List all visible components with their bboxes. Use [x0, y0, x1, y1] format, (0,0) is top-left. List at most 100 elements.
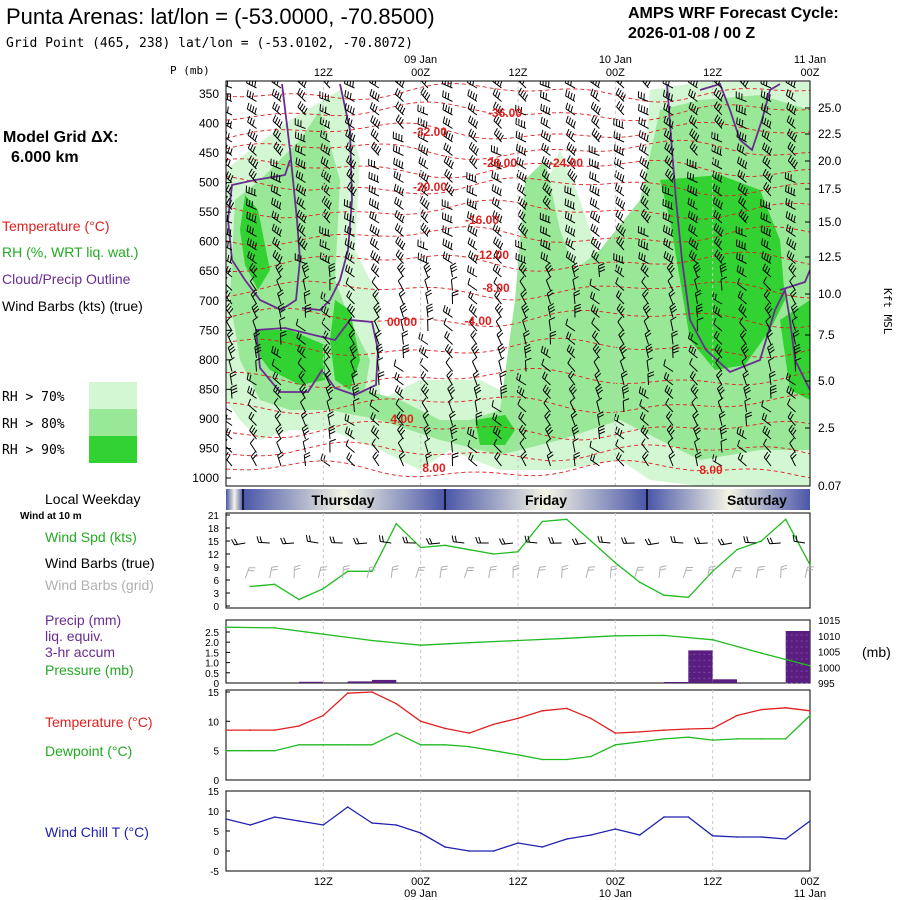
- wind-barb-true: [792, 534, 806, 544]
- cross-section-wind-barb: [520, 451, 527, 467]
- cross-section-wind-barb: [492, 263, 502, 278]
- cross-section-wind-barb: [692, 410, 699, 426]
- cross-section-wind-barb: [595, 383, 604, 399]
- temperature-contour-label: -12.00: [475, 248, 509, 262]
- cross-section-wind-barb: [589, 197, 600, 210]
- pressure-unit-label: (mb): [862, 644, 891, 660]
- cross-section-wind-barb: [226, 407, 233, 413]
- cross-section-wind-barb: [271, 81, 282, 89]
- cross-section-wind-barb: [694, 289, 702, 305]
- cross-section-wind-barb: [589, 440, 600, 453]
- cross-section-wind-barb: [762, 425, 772, 440]
- temperature-contour: [226, 459, 810, 479]
- grid-point-label: Grid Point (465, 238) lat/lon = (-53.010…: [6, 36, 413, 51]
- cross-section-wind-barb: [691, 397, 698, 413]
- cross-section-wind-barb: [667, 275, 674, 291]
- cross-section-wind-barb: [591, 317, 600, 332]
- cross-section-wind-barb: [518, 81, 527, 89]
- top-hour-label: 12Z: [314, 67, 333, 79]
- model-grid-value: 6.000 km: [11, 149, 79, 166]
- wind-speed-point: [784, 518, 787, 521]
- cross-section-wind-barb: [735, 226, 747, 237]
- dewpoint-point: [541, 758, 544, 761]
- cross-section-wind-barb: [329, 276, 336, 291]
- cross-section-wind-barb: [418, 345, 429, 359]
- cross-section-wind-barb: [541, 358, 551, 372]
- cross-section-wind-barb: [571, 424, 580, 440]
- cross-section-wind-barb: [492, 88, 502, 102]
- wind-speed-point: [663, 594, 665, 596]
- cross-section-wind-barb: [346, 182, 357, 197]
- temperature-labels: -36.00 -32.00 -28.00 -24.00 -20.00 -16.00 -12.…: [387, 106, 723, 477]
- cross-section-wind-barb: [442, 116, 453, 129]
- cross-section-wind-barb: [766, 329, 773, 345]
- cross-section-wind-barb: [737, 277, 747, 291]
- wind-speed-point: [687, 596, 690, 599]
- cross-section-wind-barb: [369, 81, 380, 89]
- cross-section-wind-barb: [253, 329, 261, 345]
- cross-section-wind-barb: [398, 289, 406, 305]
- windchill-point: [760, 836, 763, 838]
- cross-section-wind-barb: [591, 330, 600, 345]
- y-tick-label: 15: [208, 537, 220, 548]
- dewpoint-point: [517, 754, 519, 756]
- cross-section-wind-barb: [714, 249, 725, 264]
- cross-section-wind-barb: [370, 263, 380, 278]
- cross-section-wind-barb: [786, 115, 796, 129]
- cross-section-wind-barb: [420, 222, 431, 237]
- cross-section-wind-barb: [275, 424, 284, 440]
- wind-barb-grid: [488, 565, 497, 579]
- cross-section-wind-barb: [598, 263, 606, 278]
- wind-barb-true: [475, 536, 489, 544]
- cross-section-wind-barb: [518, 424, 527, 440]
- cross-section-wind-barb: [540, 129, 551, 143]
- dewpoint-point: [395, 732, 398, 734]
- cross-section-wind-barb: [393, 170, 404, 183]
- top-hour-label: 12Z: [703, 67, 722, 79]
- cross-section-wind-barb: [271, 197, 282, 210]
- y-tick-label: 15: [208, 688, 220, 699]
- wind-barb-true: [402, 536, 416, 544]
- cross-section-wind-barb: [442, 251, 453, 264]
- cross-section-wind-barb: [642, 289, 649, 305]
- windchill-point: [419, 832, 422, 834]
- y-tick-label: -5: [210, 867, 219, 878]
- cross-section-wind-barb: [347, 316, 355, 332]
- cross-section-wind-barb: [518, 87, 529, 102]
- temperature-point: [419, 720, 422, 723]
- cross-section-wind-barb: [641, 81, 651, 89]
- cross-section-wind-barb: [765, 316, 772, 332]
- cross-section-wind-barb: [720, 438, 727, 453]
- cross-section-wind-barb: [250, 289, 258, 305]
- cross-section-wind-barb: [395, 101, 406, 116]
- cross-section-wind-barb: [763, 451, 772, 467]
- cross-section-wind-barb: [467, 439, 478, 453]
- cross-section-wind-barb: [345, 426, 355, 440]
- cross-section-wind-barb: [665, 168, 676, 183]
- cross-section-wind-barb: [761, 238, 772, 251]
- cross-section-wind-barb: [371, 276, 380, 291]
- cross-section-wind-barb: [296, 183, 307, 197]
- cross-section-wind-barb: [668, 289, 676, 305]
- cross-section-wind-barb: [402, 344, 410, 359]
- top-date-label: 10 Jan: [599, 54, 632, 66]
- cross-section-wind-barb: [393, 183, 404, 197]
- cross-section-wind-barb: [246, 102, 257, 116]
- cross-section-wind-barb: [397, 424, 406, 440]
- cross-section-wind-barb: [617, 316, 625, 332]
- cross-section-wind-barb: [694, 275, 700, 291]
- cross-section-wind-barb: [323, 343, 332, 359]
- cross-section-wind-barb: [447, 383, 456, 399]
- pressure-tick-label: 700: [199, 294, 219, 308]
- cross-section-wind-barb: [248, 168, 257, 183]
- cross-section-wind-barb: [696, 317, 704, 332]
- y-tick-label: 6: [213, 576, 219, 587]
- dewpoint-point: [492, 749, 495, 752]
- cross-section-wind-barb: [640, 263, 649, 278]
- cross-section-wind-barb: [344, 90, 355, 102]
- cross-section-wind-barb: [369, 102, 380, 116]
- legend-rh70-label: RH > 70%: [2, 390, 65, 405]
- y-tick-label: 1000: [818, 663, 841, 674]
- wind-barb-true: [425, 537, 441, 545]
- cross-section-wind-barb: [420, 87, 431, 102]
